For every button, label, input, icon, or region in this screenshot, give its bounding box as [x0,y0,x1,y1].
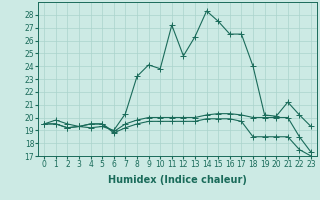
X-axis label: Humidex (Indice chaleur): Humidex (Indice chaleur) [108,175,247,185]
